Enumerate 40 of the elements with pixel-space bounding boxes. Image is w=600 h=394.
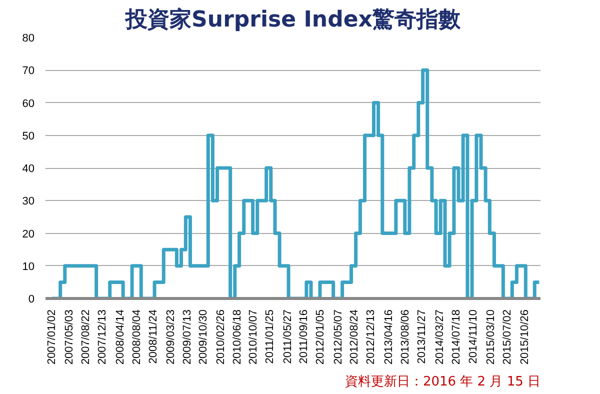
x-tick-label: 2008/11/24 (147, 309, 160, 364)
x-tick-label: 2009/07/13 (181, 309, 194, 365)
x-tick-label: 2012/08/24 (348, 309, 361, 365)
x-tick-label: 2014/11/10 (467, 309, 480, 364)
x-tick-label: 2015/03/10 (484, 309, 497, 365)
y-tick-label: 40 (22, 163, 35, 175)
x-tick-label: 2008/04/14 (114, 309, 127, 365)
y-tick-label: 70 (22, 65, 35, 78)
text: 資料更新日：2016 年 2 月 15 日 (344, 374, 541, 390)
x-tick-label: 2010/06/18 (231, 309, 244, 365)
chart-title: 投資家Surprise Index驚奇指數 (124, 6, 462, 32)
x-tick-label: 2007/05/03 (64, 309, 76, 365)
x-tick-label: 2015/07/02 (502, 309, 514, 365)
x-tick-label: 2010/02/26 (214, 309, 227, 365)
x-tick-label: 2012/12/13 (364, 309, 377, 365)
x-tick-label: 2015/10/26 (518, 309, 531, 365)
x-tick-label: 2011/01/25 (264, 309, 276, 364)
x-tick-label: 2013/08/06 (400, 309, 412, 365)
y-tick-label: 60 (22, 98, 35, 110)
x-tick-label: 2009/03/23 (164, 309, 177, 365)
y-tick-label: 80 (22, 32, 35, 44)
x-tick-label: 2013/04/16 (383, 309, 396, 365)
x-tick-label: 2012/05/07 (332, 309, 345, 365)
y-tick-label: 50 (22, 130, 35, 142)
x-tick-label: 2008/08/04 (131, 309, 144, 365)
x-tick-label: 2013/11/27 (416, 309, 428, 364)
y-tick-label: 30 (22, 196, 35, 208)
x-tick-label: 2009/10/30 (197, 309, 210, 365)
x-tick-label: 2012/01/05 (314, 309, 327, 365)
x-tick-label: 2010/10/07 (248, 309, 260, 365)
x-tick-label: 2014/07/18 (450, 309, 462, 365)
y-tick-label: 10 (22, 260, 35, 273)
x-tick-label: 2011/09/16 (298, 309, 310, 364)
y-tick-label: 0 (28, 294, 35, 306)
x-tick-label: 2007/08/22 (80, 309, 92, 365)
x-tick-label: 2007/12/13 (96, 309, 109, 365)
x-tick-label: 2014/03/27 (434, 309, 446, 365)
x-tick-label: 2011/05/27 (282, 309, 294, 364)
y-tick-label: 20 (22, 228, 35, 240)
x-tick-label: 2007/01/02 (46, 309, 58, 365)
